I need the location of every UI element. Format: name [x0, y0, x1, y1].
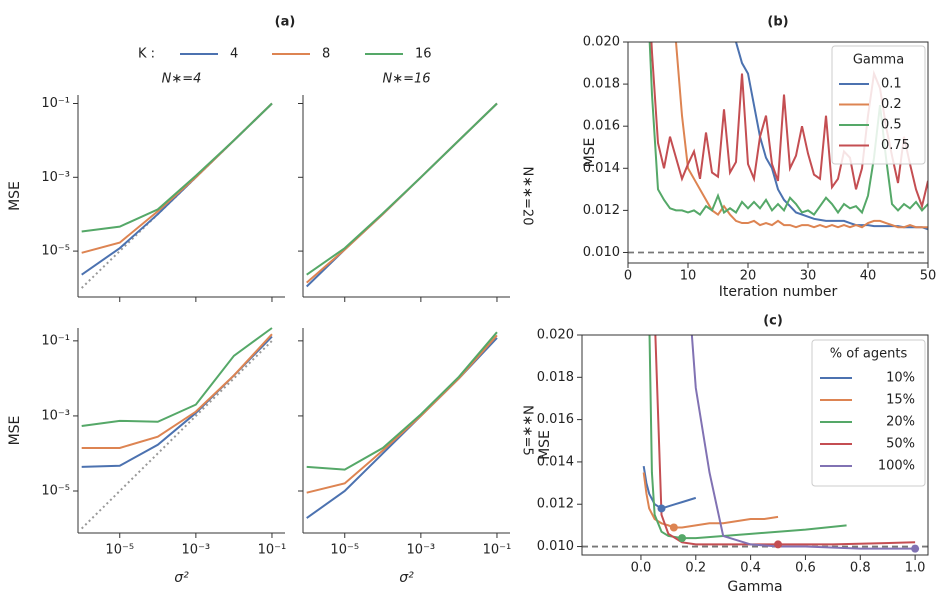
y-tick-label: 0.014 — [537, 454, 574, 469]
row-title: N∗∗=20 — [520, 167, 535, 226]
panel-title: (a) — [275, 15, 296, 30]
series-line — [306, 331, 498, 471]
y-axis-label: MSE — [7, 181, 23, 211]
column-title: N∗=4 — [162, 72, 202, 87]
x-axis-label: Iteration number — [719, 284, 838, 300]
x-tick-label: 30 — [800, 269, 817, 284]
legend-label: 16 — [415, 47, 432, 62]
x-tick-label: 10⁻¹ — [483, 543, 512, 558]
y-tick-label: 10⁻¹ — [41, 333, 70, 348]
legend-title: % of agents — [830, 347, 908, 362]
x-tick-label: 0.4 — [740, 561, 761, 576]
y-tick-label: 0.012 — [537, 497, 574, 512]
x-tick-label: 0 — [624, 269, 632, 284]
best-point — [657, 504, 666, 513]
series-line — [674, 42, 928, 229]
panel-title: (c) — [763, 314, 783, 329]
y-axis-label: MSE — [537, 430, 553, 460]
y-tick-label: 10⁻¹ — [41, 96, 70, 111]
y-tick-label: 0.012 — [583, 203, 620, 218]
x-tick-label: 10⁻⁵ — [330, 543, 359, 558]
series-line — [81, 333, 273, 449]
series-line — [81, 327, 273, 427]
y-tick-label: 0.010 — [583, 245, 620, 260]
x-tick-label: 10⁻⁵ — [105, 543, 134, 558]
x-tick-label: 10⁻³ — [407, 543, 436, 558]
legend-title: K : — [138, 47, 155, 62]
x-tick-label: 10⁻³ — [182, 543, 211, 558]
y-tick-label: 0.020 — [537, 328, 574, 343]
series-line — [306, 102, 498, 276]
panel-title: (b) — [767, 15, 788, 30]
reference-line — [80, 340, 273, 530]
legend-box — [831, 45, 926, 165]
series-line — [81, 102, 273, 276]
y-tick-label: 10⁻³ — [41, 408, 70, 423]
legend-label: 4 — [230, 47, 238, 62]
plot-frame — [627, 41, 929, 264]
series-line — [306, 334, 498, 494]
x-tick-label: 0.0 — [631, 561, 652, 576]
y-tick-label: 0.010 — [537, 539, 574, 554]
x-tick-label: 10⁻¹ — [258, 543, 287, 558]
y-tick-label: 0.018 — [537, 370, 574, 385]
row-title: N∗∗=5 — [520, 405, 535, 456]
x-axis-label: σ² — [399, 570, 414, 586]
y-tick-label: 10⁻⁵ — [41, 244, 70, 259]
x-tick-label: 40 — [860, 269, 877, 284]
x-tick-label: 0.8 — [850, 561, 871, 576]
best-point — [774, 540, 783, 549]
legend-label: 15% — [886, 393, 915, 408]
legend-label: 0.75 — [881, 138, 910, 153]
legend-label: 0.1 — [881, 77, 902, 92]
legend-label: 0.5 — [881, 118, 902, 133]
y-tick-label: 0.016 — [537, 412, 574, 427]
series-line — [734, 42, 928, 231]
y-tick-label: 10⁻⁵ — [41, 483, 70, 498]
legend-label: 20% — [886, 415, 915, 430]
x-tick-label: 10 — [680, 269, 697, 284]
series-line — [81, 102, 273, 233]
x-tick-label: 1.0 — [905, 561, 926, 576]
x-axis-label: Gamma — [727, 579, 782, 595]
y-tick-label: 10⁻³ — [41, 170, 70, 185]
legend-label: 8 — [322, 47, 330, 62]
best-point — [911, 544, 920, 553]
y-tick-label: 0.014 — [583, 161, 620, 176]
y-tick-label: 0.016 — [583, 119, 620, 134]
best-point — [678, 534, 687, 543]
y-tick-label: 0.020 — [583, 35, 620, 50]
series-line — [690, 335, 916, 550]
series-line — [654, 335, 916, 546]
x-tick-label: 0.6 — [795, 561, 816, 576]
column-title: N∗=16 — [382, 72, 430, 87]
legend-label: 50% — [886, 437, 915, 452]
series-line — [642, 472, 779, 529]
legend-title: Gamma — [853, 53, 904, 68]
y-axis-label: MSE — [7, 416, 23, 446]
legend-label: 0.2 — [881, 97, 902, 112]
x-tick-label: 50 — [920, 269, 937, 284]
y-tick-label: 0.018 — [583, 77, 620, 92]
legend-label: 10% — [886, 371, 915, 386]
series-line — [81, 102, 273, 254]
x-axis-label: σ² — [174, 570, 189, 586]
x-tick-label: 20 — [740, 269, 757, 284]
legend-box — [811, 339, 926, 487]
x-tick-label: 0.2 — [685, 561, 706, 576]
plot-frame — [581, 334, 929, 556]
best-point — [669, 523, 678, 532]
legend-label: 100% — [878, 459, 915, 474]
y-axis-label: MSE — [582, 138, 598, 168]
